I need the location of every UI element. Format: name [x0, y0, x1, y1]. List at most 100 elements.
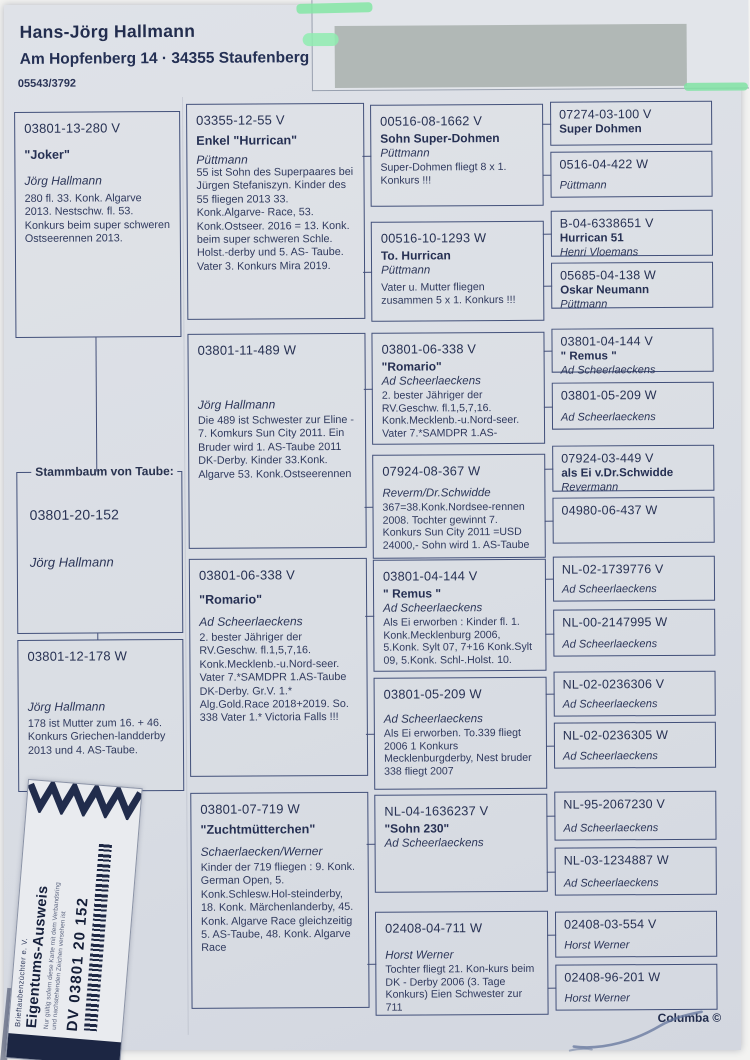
breeder-name: Ad Scheerlaeckens [563, 821, 659, 835]
bird-notes: 2. bester Jähriger der RV.Geschw. fl.1,5… [381, 389, 520, 440]
breeder-name: Ad Scheerlaeckens [384, 837, 484, 850]
pen-mark [568, 1010, 703, 1052]
pedigree-box: 05685-04-138 W Oskar Neumann Püttmann [551, 261, 714, 310]
redaction-box [334, 23, 687, 89]
bird-notes: Als Ei erworben : Kinder fl. 1. Konk.Mec… [383, 615, 533, 667]
pedigree-box: NL-03-1234887 W Ad Scheerlaeckens [554, 846, 717, 896]
pedigree-box: 0516-04-422 W Püttmann [550, 150, 713, 198]
owner-phone: 05543/3792 [17, 77, 77, 90]
subject-box: Stammbaum von Taube: 03801-20-152 Jörg H… [16, 463, 184, 634]
ring-number: 03355-12-55 V [196, 112, 285, 128]
connector-line [95, 337, 98, 472]
pedigree-box: 07274-03-100 V Super Dohmen [550, 100, 713, 146]
ring-number: 03801-13-280 V [24, 120, 121, 136]
pedigree-box: 03801-06-338 V "Romario" Ad Scheerlaecke… [188, 557, 369, 777]
breeder-name: Ad Scheerlaeckens [563, 876, 659, 890]
bird-name: Hurrican 51 [559, 231, 624, 245]
bird-name: "Romario" [199, 592, 263, 607]
pedigree-box: 03801-06-338 V "Romario" Ad Scheerlaecke… [371, 331, 546, 445]
subject-ring-number: 03801-20-152 [29, 506, 120, 523]
ring-number: NL-02-0236305 W [562, 727, 669, 743]
ring-number: 00516-10-1293 W [380, 230, 487, 246]
ring-number: 03801-04-144 V [382, 568, 478, 584]
ring-number: 03801-05-209 W [560, 388, 657, 403]
pedigree-box: B-04-6338651 V Hurrican 51 Henri Vloeman… [550, 209, 713, 258]
connector-line [365, 733, 375, 736]
ring-number: 04980-06-437 W [561, 503, 658, 518]
green-highlight-right [683, 82, 748, 91]
connector-line [362, 155, 372, 158]
green-highlight-mid [302, 32, 339, 47]
ring-number: NL-02-0236306 V [562, 677, 665, 692]
bird-notes: 55 ist Sohn des Superpaares bei Jürgen S… [196, 165, 354, 273]
bird-name: "Zuchtmütterchen" [200, 822, 316, 837]
bird-name: To. Hurrican [380, 248, 451, 263]
breeder-name: Schaerlaecken/Werner [200, 844, 323, 859]
bird-name: "Romario" [381, 359, 442, 374]
ring-number: 03801-11-489 W [197, 342, 297, 358]
pedigree-box-mother: 03801-12-178 W Jörg Hallmann 178 ist Mut… [17, 638, 185, 792]
ring-number: NL-03-1234887 W [563, 852, 669, 868]
breeder-name: Ad Scheerlaeckens [383, 602, 483, 615]
breeder-name: Ad Scheerlaeckens [562, 697, 658, 711]
ring-number: 03801-06-338 V [381, 341, 477, 357]
ring-number: 03801-12-178 W [27, 648, 128, 664]
breeder-name: Jörg Hallmann [24, 173, 102, 188]
connector-line [366, 843, 376, 846]
connector-line [543, 285, 553, 288]
owner-address: Am Hopfenberg 14 · 34355 Staufenberg [19, 49, 310, 68]
ring-number: 03801-04-144 V [560, 334, 654, 349]
connector-line [542, 174, 552, 177]
breeder-name: Ad Scheerlaeckens [560, 363, 656, 377]
green-highlight-top [296, 2, 373, 14]
subject-breeder: Jörg Hallmann [29, 554, 114, 570]
connector-line [545, 693, 555, 696]
bird-notes: Tochter fliegt 21. Kon-kurs beim DK - De… [385, 962, 535, 1014]
breeder-name: Ad Scheerlaeckens [383, 713, 483, 726]
pedigree-box: 03801-04-144 V " Remus " Ad Scheerlaecke… [372, 558, 547, 672]
pedigree-box: NL-02-1739776 V Ad Scheerlaeckens [552, 555, 716, 602]
ring-number: 03801-05-209 W [383, 686, 482, 702]
connector-line [544, 520, 554, 523]
owner-name: Hans-Jörg Hallmann [19, 20, 196, 42]
ownership-card: Brieftaubenzüchter e. V. Eigentums-Auswe… [5, 778, 143, 1060]
pedigree-box: 07924-08-367 W Reverm/Dr.Schwidde 367=38… [372, 453, 546, 559]
breeder-name: Jörg Hallmann [27, 699, 106, 714]
ring-number: 03801-07-719 W [200, 801, 301, 817]
bird-notes: Als Ei erworben. To.339 fliegt 2006 1 Ko… [383, 726, 532, 778]
pedigree-box-father: 03801-13-280 V "Joker" Jörg Hallmann 280… [14, 110, 182, 338]
connector-line [363, 271, 373, 274]
bird-notes: 2. bester Jähriger der RV.Geschw. fl.1,5… [199, 631, 349, 725]
connector-line [542, 233, 552, 236]
breeder-name: Püttmann [380, 147, 430, 160]
breeder-name: Reverm/Dr.Schwidde [382, 487, 491, 500]
connector-line [542, 123, 552, 126]
ring-number: 02408-04-711 W [385, 920, 483, 936]
bird-notes: 178 ist Mutter zum 16. + 46. Konkurs Gri… [27, 717, 166, 757]
breeder-name: Püttmann [196, 152, 248, 167]
ring-number: B-04-6338651 V [559, 216, 654, 231]
bird-name: Oskar Neumann [560, 283, 650, 297]
pedigree-box: 03801-11-489 W Jörg Hallmann Die 489 ist… [187, 332, 367, 549]
ring-number: 05685-04-138 W [560, 268, 657, 283]
pedigree-box: 00516-08-1662 V Sohn Super-Dohmen Püttma… [370, 103, 544, 207]
breeder-name: Revermann [561, 481, 619, 494]
connector-line [363, 388, 373, 391]
pedigree-box: 03801-05-209 W Ad Scheerlaeckens Als Ei … [373, 676, 548, 790]
connector-line [547, 987, 557, 990]
ring-number: 07274-03-100 V [559, 107, 652, 122]
breeder-name: Ad Scheerlaeckens [562, 637, 658, 651]
bird-name: als Ei v.Dr.Schwidde [561, 465, 674, 480]
breeder-name: Ad Scheerlaeckens [562, 749, 658, 763]
ring-number: NL-95-2067230 V [563, 797, 666, 812]
bird-notes: Super-Dohmen fliegt 8 x 1. Konkurs !!! [380, 160, 507, 187]
breeder-name: Püttmann [381, 264, 431, 277]
connector-line [543, 350, 553, 353]
ring-number: 02408-96-201 W [564, 970, 661, 985]
zigzag-pattern [27, 779, 142, 822]
ring-number: NL-02-1739776 V [561, 562, 664, 577]
pedigree-box: NL-00-2147995 W Ad Scheerlaeckens [553, 608, 716, 657]
connector-line [546, 871, 556, 874]
card-content: Brieftaubenzüchter e. V. Eigentums-Auswe… [8, 812, 139, 1042]
